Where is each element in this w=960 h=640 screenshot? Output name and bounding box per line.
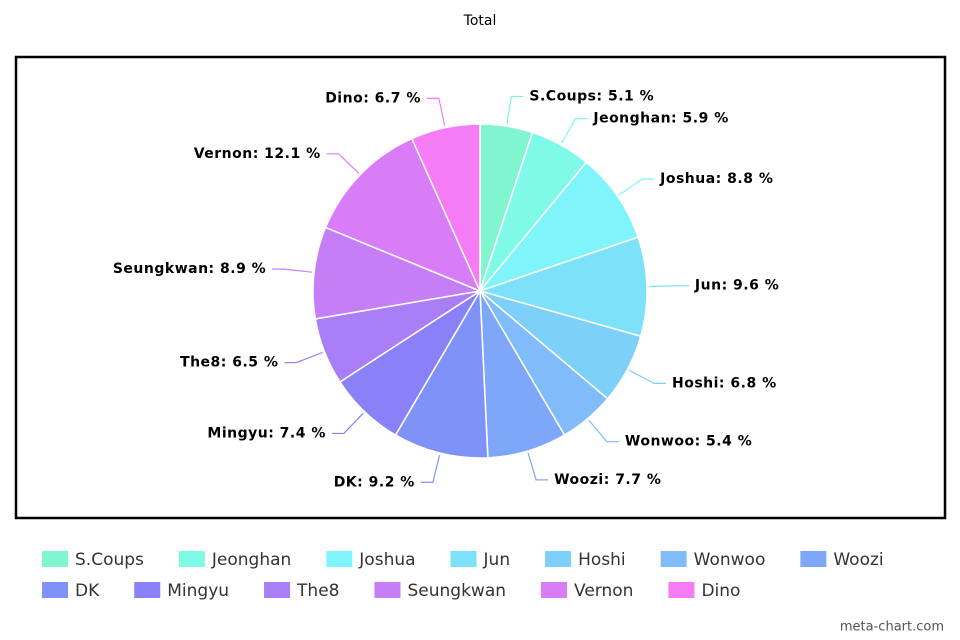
- legend-label: Dino: [701, 581, 740, 601]
- pie-slice: [477, 161, 640, 293]
- leader-line: [326, 153, 360, 174]
- watermark: meta-chart.com: [840, 620, 944, 635]
- leader-line: [527, 452, 549, 481]
- legend-swatch: [42, 582, 68, 598]
- data-label: Joshua: 8.8 %: [659, 171, 773, 187]
- chart-title: Total: [463, 13, 497, 29]
- legend-label: Jeonghan: [211, 550, 291, 570]
- leader-line: [272, 268, 313, 273]
- leader-line: [284, 351, 323, 364]
- legend-label: Wonwoo: [694, 550, 766, 570]
- legend-label: DK: [75, 581, 100, 601]
- legend-label: Woozi: [833, 550, 883, 570]
- legend-swatch: [42, 551, 68, 567]
- legend-label: Seungkwan: [407, 581, 506, 601]
- data-label: Jun: 9.6 %: [694, 278, 779, 294]
- legend-label: Mingyu: [167, 581, 229, 601]
- legend-swatch: [450, 551, 477, 567]
- data-label: The8: 6.5 %: [180, 355, 278, 371]
- legend-swatch: [374, 582, 401, 598]
- plot-frame: [14, 55, 947, 520]
- data-label: Seungkwan: 8.9 %: [113, 261, 266, 277]
- data-label: Hoshi: 6.8 %: [672, 375, 777, 391]
- data-label: Dino: 6.7 %: [325, 90, 421, 106]
- leader-line: [506, 95, 524, 125]
- leader-line: [420, 454, 441, 483]
- legend-label: Jun: [483, 550, 511, 570]
- leader-line: [628, 369, 667, 384]
- data-label: Mingyu: 7.4 %: [207, 425, 326, 441]
- pie-slice: [477, 236, 648, 338]
- legend-swatch: [541, 582, 568, 598]
- data-label: S.Coups: 5.1 %: [529, 89, 654, 105]
- data-label: Jeonghan: 5.9 %: [592, 111, 728, 127]
- legend-swatch: [668, 582, 695, 598]
- leader-line: [588, 419, 619, 443]
- legend-label: Vernon: [574, 581, 633, 601]
- leader-line: [331, 412, 364, 435]
- legend-swatch: [264, 582, 291, 598]
- legend-swatch: [326, 551, 353, 567]
- leader-line: [426, 97, 446, 126]
- legend-swatch: [545, 551, 572, 567]
- leader-line: [618, 178, 655, 196]
- legend-swatch: [660, 551, 687, 567]
- leader-line: [648, 285, 689, 288]
- legend-label: S.Coups: [75, 550, 144, 570]
- legend-label: Joshua: [358, 550, 415, 570]
- legend-swatch: [178, 551, 205, 567]
- leader-line: [561, 118, 588, 144]
- legend-swatch: [134, 582, 161, 598]
- pie-slice: [312, 226, 483, 320]
- data-label: DK: 9.2 %: [334, 474, 415, 490]
- data-label: Vernon: 12.1 %: [194, 146, 321, 162]
- data-label: Wonwoo: 5.4 %: [625, 434, 752, 450]
- legend-swatch: [800, 551, 827, 567]
- data-label: Woozi: 7.7 %: [554, 472, 661, 488]
- legend-label: The8: [296, 581, 339, 601]
- legend-label: Hoshi: [578, 550, 626, 570]
- pie-slice: [324, 137, 482, 293]
- pie-slice: [410, 123, 481, 292]
- pie-slice: [394, 288, 489, 459]
